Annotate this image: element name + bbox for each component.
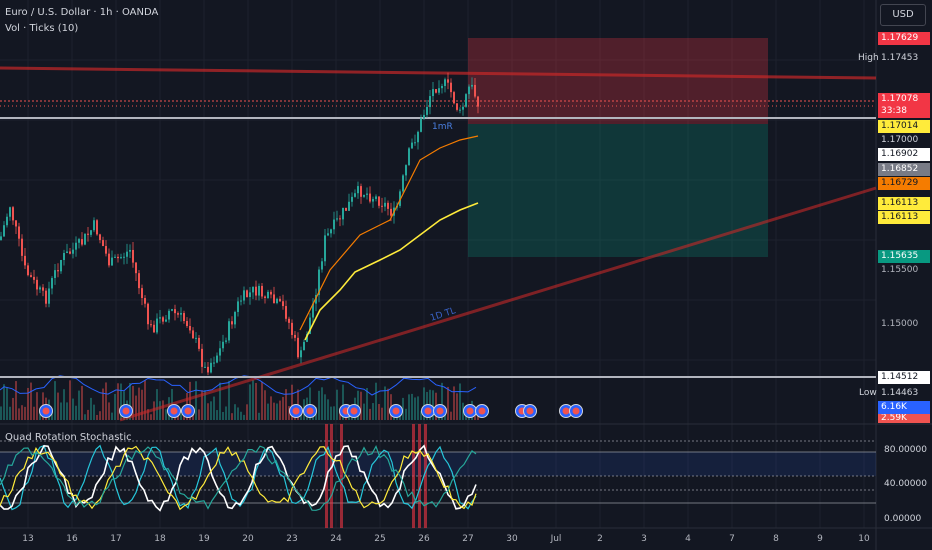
- time-label: 16: [66, 534, 78, 544]
- time-label: 24: [330, 534, 342, 544]
- event-flag-icon[interactable]: [433, 404, 447, 418]
- event-flag-icon[interactable]: [39, 404, 53, 418]
- volume-label-2: 2.59K: [878, 414, 930, 423]
- stop-loss-zone[interactable]: [468, 38, 768, 124]
- time-label: 3: [641, 534, 647, 544]
- event-flag-icon[interactable]: [389, 404, 403, 418]
- event-flag-icon[interactable]: [463, 404, 477, 418]
- event-flag-icon[interactable]: [421, 404, 435, 418]
- price-label-low: 1.14463: [878, 387, 930, 400]
- event-flag-icon[interactable]: [559, 404, 573, 418]
- price-label-white: 1.16902: [878, 148, 930, 161]
- time-label: 30: [506, 534, 518, 544]
- trendline-upper[interactable]: [0, 66, 877, 80]
- event-flag-icon[interactable]: [119, 404, 133, 418]
- time-label: 8: [773, 534, 779, 544]
- ema-slow-line: [304, 202, 479, 341]
- ema-fast-line: [299, 135, 479, 331]
- price-label-high: 1.17453: [878, 52, 930, 65]
- high-tag: High: [858, 53, 879, 63]
- event-flag-icon[interactable]: [347, 404, 361, 418]
- time-label: Jul: [550, 534, 562, 544]
- trendline-1d[interactable]: [119, 186, 877, 422]
- price-label-current: 1.17078: [878, 93, 930, 106]
- event-flag-icon[interactable]: [167, 404, 181, 418]
- time-label: 25: [374, 534, 386, 544]
- osc-level-80: 80.00000: [884, 445, 927, 455]
- price-tick-11550: 1.15500: [881, 265, 919, 275]
- event-flag-icon[interactable]: [289, 404, 303, 418]
- price-label-entry: 1.17014: [878, 120, 930, 133]
- price-label-ema-slow-2: 1.16113: [878, 211, 930, 224]
- time-label: 9: [817, 534, 823, 544]
- oscillator-title[interactable]: Quad Rotation Stochastic: [5, 432, 132, 443]
- event-flag-icon[interactable]: [303, 404, 317, 418]
- time-label: 19: [198, 534, 210, 544]
- time-label: 10: [858, 534, 870, 544]
- economic-event-icons[interactable]: [39, 404, 583, 418]
- currency-button[interactable]: USD: [880, 4, 926, 26]
- price-label-ema-slow: 1.16113: [878, 197, 930, 210]
- symbol-title[interactable]: Euro / U.S. Dollar · 1h · OANDA: [5, 7, 159, 18]
- time-label: 17: [110, 534, 122, 544]
- low-tag: Low: [859, 388, 877, 398]
- event-flag-icon[interactable]: [523, 404, 537, 418]
- time-label: 18: [154, 534, 166, 544]
- time-label: 23: [286, 534, 298, 544]
- candlesticks: [0, 72, 479, 376]
- volume-indicator-title[interactable]: Vol · Ticks (10): [5, 23, 79, 34]
- time-label: 2: [597, 534, 603, 544]
- osc-level-40: 40.00000: [884, 479, 927, 489]
- time-label: 27: [462, 534, 474, 544]
- countdown-label: 33:38: [878, 105, 930, 118]
- time-label: 13: [22, 534, 34, 544]
- time-label: 26: [418, 534, 430, 544]
- time-label: 7: [729, 534, 735, 544]
- price-label-level: 1.17000: [878, 134, 930, 147]
- volume-label: 6.16K: [878, 401, 930, 414]
- price-label-ema-fast: 1.16729: [878, 177, 930, 190]
- osc-level-0: 0.00000: [884, 514, 922, 524]
- event-flag-icon[interactable]: [475, 404, 489, 418]
- price-tick-11500: 1.15000: [881, 319, 919, 329]
- price-label-target: 1.15635: [878, 250, 930, 263]
- take-profit-zone[interactable]: [468, 124, 768, 257]
- price-label-stop: 1.17629: [878, 32, 930, 45]
- price-label-support: 1.14512: [878, 371, 930, 384]
- oscillator-pane: [0, 424, 876, 528]
- event-flag-icon[interactable]: [569, 404, 583, 418]
- time-label: 20: [242, 534, 254, 544]
- event-flag-icon[interactable]: [181, 404, 195, 418]
- time-label: 4: [685, 534, 691, 544]
- price-label-gray: 1.16852: [878, 163, 930, 176]
- rr-label: 1mR: [432, 122, 453, 132]
